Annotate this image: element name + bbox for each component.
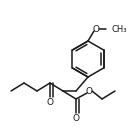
Text: CH₃: CH₃ xyxy=(111,25,127,34)
Text: O: O xyxy=(73,114,80,123)
Text: O: O xyxy=(46,98,53,107)
Text: O: O xyxy=(86,86,93,96)
Text: O: O xyxy=(93,25,100,34)
